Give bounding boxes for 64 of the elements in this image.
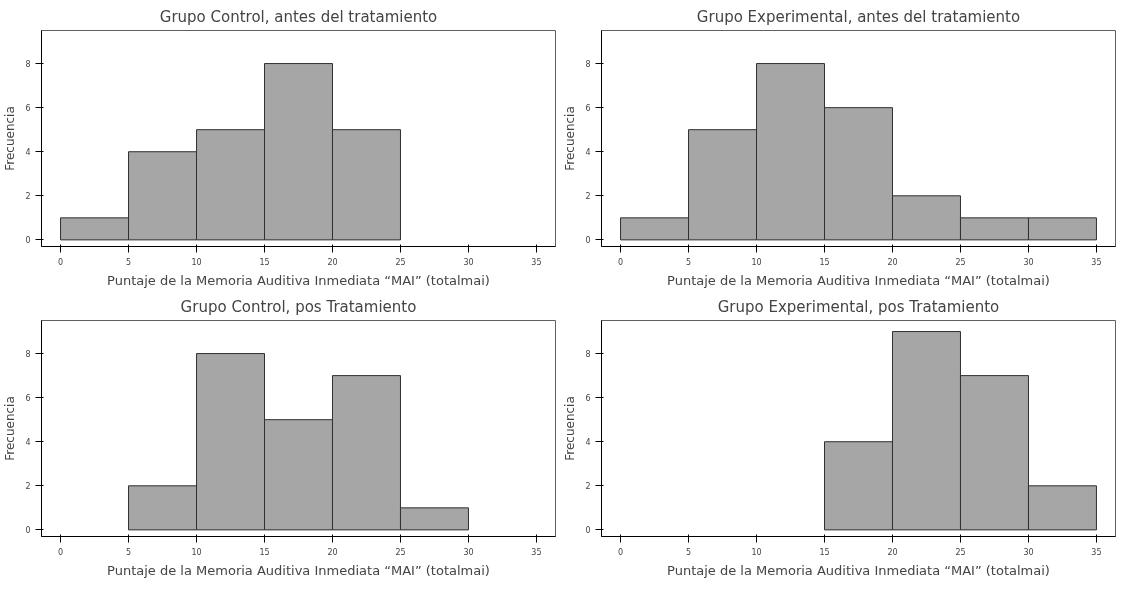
y-axis-title: Frecuencia — [3, 106, 18, 171]
y-tick-label: 6 — [25, 104, 31, 114]
x-tick-label: 25 — [395, 547, 406, 557]
x-tick-label: 5 — [125, 257, 132, 267]
y-tick-label: 8 — [585, 60, 591, 70]
x-tick-label: 25 — [955, 547, 966, 557]
y-tick-label: 6 — [25, 394, 31, 404]
y-tick-label: 2 — [585, 482, 591, 492]
x-tick-label: 15 — [819, 257, 830, 267]
y-axis-title: Frecuencia — [3, 396, 18, 461]
y-tick-label: 2 — [25, 192, 31, 202]
y-tick-label: 6 — [585, 394, 591, 404]
x-tick-label: 0 — [57, 257, 64, 267]
x-tick-label: 10 — [191, 547, 202, 557]
x-axis-title: Puntaje de la Memoria Auditiva Inmediata “MAI” (totalmai) — [107, 562, 490, 578]
y-tick-label: 4 — [25, 438, 31, 448]
y-tick-label: 2 — [25, 482, 31, 492]
x-tick-label: 25 — [395, 257, 406, 267]
x-tick-label: 0 — [617, 257, 624, 267]
x-tick-label: 20 — [887, 257, 898, 267]
x-axis-title: Puntaje de la Memoria Auditiva Inmediata “MAI” (totalmai) — [107, 272, 490, 288]
x-tick-label: 35 — [1091, 257, 1102, 267]
y-tick-label: 0 — [25, 236, 31, 246]
x-tick-label: 30 — [1023, 257, 1034, 267]
x-tick-label: 10 — [751, 547, 762, 557]
chart-title: Grupo Control, pos Tratamiento — [180, 297, 417, 316]
x-tick-label: 5 — [685, 547, 692, 557]
x-tick-label: 25 — [955, 257, 966, 267]
y-tick-label: 0 — [585, 236, 591, 246]
chart-title: Grupo Experimental, pos Tratamiento — [717, 297, 1000, 316]
x-tick-label: 20 — [327, 257, 338, 267]
y-tick-label: 0 — [25, 526, 31, 536]
y-tick-label: 2 — [585, 192, 591, 202]
x-tick-label: 35 — [531, 257, 542, 267]
x-tick-label: 5 — [685, 257, 692, 267]
y-axis-title: Frecuencia — [563, 106, 578, 171]
x-tick-label: 35 — [1091, 547, 1102, 557]
x-tick-label: 15 — [819, 547, 830, 557]
x-tick-label: 30 — [463, 547, 474, 557]
x-tick-label: 20 — [887, 547, 898, 557]
x-axis-title: Puntaje de la Memoria Auditiva Inmediata “MAI” (totalmai) — [667, 562, 1050, 578]
x-tick-label: 15 — [259, 257, 270, 267]
x-axis-title: Puntaje de la Memoria Auditiva Inmediata “MAI” (totalmai) — [667, 272, 1050, 288]
x-tick-label: 0 — [57, 547, 64, 557]
y-axis-title: Frecuencia — [563, 396, 578, 461]
y-tick-label: 8 — [25, 60, 31, 70]
x-tick-label: 20 — [327, 547, 338, 557]
y-tick-label: 8 — [25, 350, 31, 360]
x-tick-label: 30 — [1023, 547, 1034, 557]
x-tick-label: 15 — [259, 547, 270, 557]
x-tick-label: 35 — [531, 547, 542, 557]
x-tick-label: 10 — [191, 257, 202, 267]
x-tick-label: 0 — [617, 547, 624, 557]
y-tick-label: 4 — [25, 148, 31, 158]
x-tick-label: 30 — [463, 257, 474, 267]
y-tick-label: 4 — [585, 148, 591, 158]
chart-title: Grupo Control, antes del tratamiento — [159, 7, 438, 26]
y-tick-label: 8 — [585, 350, 591, 360]
y-tick-label: 0 — [585, 526, 591, 536]
x-tick-label: 10 — [751, 257, 762, 267]
chart-title: Grupo Experimental, antes del tratamiento — [696, 7, 1021, 26]
x-tick-label: 5 — [125, 547, 132, 557]
y-tick-label: 4 — [585, 438, 591, 448]
y-tick-label: 6 — [585, 104, 591, 114]
